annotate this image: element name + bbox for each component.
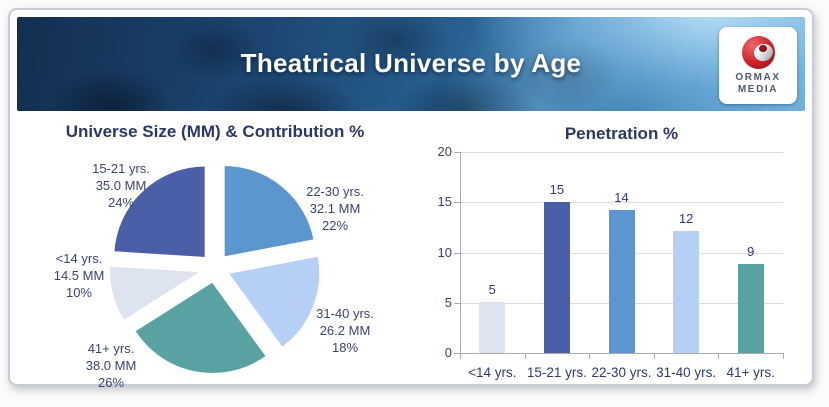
pie-label-age: 41+ yrs. bbox=[87, 341, 135, 356]
gridline-15 bbox=[460, 202, 783, 204]
pie-label-pct: 22% bbox=[321, 218, 349, 233]
x-tick-2 bbox=[589, 353, 591, 359]
pie-label-under14: <14 yrs. 14.5 MM 10% bbox=[54, 250, 105, 301]
bar-chart: 0 5 10 15 20 5 <14 yrs. 15 15-21 yrs. 14 22-30 yrs… bbox=[10, 10, 816, 384]
ormax-sphere-icon bbox=[741, 35, 775, 69]
y-axis-label-15: 15 bbox=[437, 194, 452, 210]
pie-slice--14-yrs- bbox=[108, 264, 204, 322]
bar-31-40-yrs- bbox=[673, 231, 700, 353]
logo-line2: MEDIA bbox=[737, 83, 779, 95]
ormax-sphere-hole bbox=[758, 44, 767, 52]
slide-card: Theatrical Universe by Age ORMAX MEDIA U… bbox=[8, 8, 816, 390]
x-axis-label-0: <14 yrs. bbox=[468, 365, 517, 380]
pie-slice-22-30-yrs- bbox=[223, 164, 316, 259]
pie-label-41plus: 41+ yrs. 38.0 MM 26% bbox=[86, 340, 137, 391]
pie-label-age: 15-21 yrs. bbox=[92, 161, 150, 176]
y-tick-5 bbox=[454, 302, 460, 304]
header-banner: Theatrical Universe by Age ORMAX MEDIA bbox=[17, 17, 805, 111]
bar-value-12: 12 bbox=[678, 211, 694, 227]
pie-label-size: 32.1 MM bbox=[309, 201, 361, 216]
bar-41+-yrs- bbox=[737, 263, 764, 353]
bar-value-15: 15 bbox=[549, 182, 565, 198]
pie-label-size: 38.0 MM bbox=[85, 358, 137, 373]
x-axis-label-3: 31-40 yrs. bbox=[656, 365, 717, 380]
pie-chart bbox=[108, 164, 321, 375]
bar-chart-title: Penetration % bbox=[564, 124, 679, 143]
gridline-20 bbox=[460, 152, 783, 153]
bar-15-21-yrs- bbox=[543, 202, 570, 353]
y-axis-label-10: 10 bbox=[437, 244, 452, 260]
x-tick-0 bbox=[460, 353, 461, 359]
bar-value-5: 5 bbox=[488, 281, 496, 297]
x-tick-4 bbox=[718, 353, 720, 359]
x-axis-label-2: 22-30 yrs. bbox=[591, 365, 652, 380]
page-title: Theatrical Universe by Age bbox=[240, 47, 582, 78]
y-axis-label-5: 5 bbox=[444, 294, 452, 310]
bar--14-yrs- bbox=[479, 301, 506, 353]
pie-label-15-21: 15-21 yrs. 35.0 MM 24% bbox=[92, 160, 150, 211]
pie-label-size: 35.0 MM bbox=[95, 178, 147, 193]
pie-label-pct: 10% bbox=[65, 285, 93, 300]
x-tick-3 bbox=[653, 353, 655, 359]
logo-text: ORMAX MEDIA bbox=[735, 72, 780, 96]
pie-label-pct: 24% bbox=[107, 195, 135, 210]
pie-label-size: 14.5 MM bbox=[53, 268, 105, 283]
pie-label-31-40: 31-40 yrs. 26.2 MM 18% bbox=[316, 305, 374, 356]
y-axis-label-20: 20 bbox=[437, 144, 452, 159]
pie-slice-41+-yrs- bbox=[133, 280, 268, 375]
pie-label-age: 22-30 yrs. bbox=[306, 184, 364, 199]
logo-line1: ORMAX bbox=[735, 71, 781, 83]
x-tick-1 bbox=[524, 353, 526, 359]
pie-label-size: 26.2 MM bbox=[319, 323, 371, 338]
bar-value-14: 14 bbox=[614, 190, 629, 206]
y-tick-10 bbox=[454, 252, 460, 254]
ormax-media-logo: ORMAX MEDIA bbox=[719, 27, 797, 104]
pie-label-age: 31-40 yrs. bbox=[316, 306, 374, 321]
pie-chart-title: Universe Size (MM) & Contribution % bbox=[65, 122, 365, 141]
y-tick-15 bbox=[454, 202, 460, 204]
y-axis-label-0: 0 bbox=[444, 345, 452, 360]
pie-label-pct: 26% bbox=[97, 375, 125, 390]
y-axis-line bbox=[460, 152, 461, 353]
pie-label-age: <14 yrs. bbox=[55, 251, 103, 266]
x-axis-label-1: 15-21 yrs. bbox=[526, 365, 587, 380]
y-tick-20 bbox=[454, 152, 460, 153]
pie-slice-15-21-yrs- bbox=[112, 165, 207, 259]
x-axis-label-4: 41+ yrs. bbox=[726, 365, 775, 380]
pie-label-22-30: 22-30 yrs. 32.1 MM 22% bbox=[306, 183, 364, 234]
pie-slice-31-40-yrs- bbox=[226, 255, 321, 349]
x-tick-5 bbox=[783, 353, 784, 359]
header-title-wrap: Theatrical Universe by Age bbox=[17, 17, 805, 111]
x-axis-line bbox=[454, 353, 783, 354]
bar-value-9: 9 bbox=[747, 243, 755, 259]
bar-22-30-yrs- bbox=[608, 210, 635, 353]
pie-label-pct: 18% bbox=[331, 340, 359, 355]
